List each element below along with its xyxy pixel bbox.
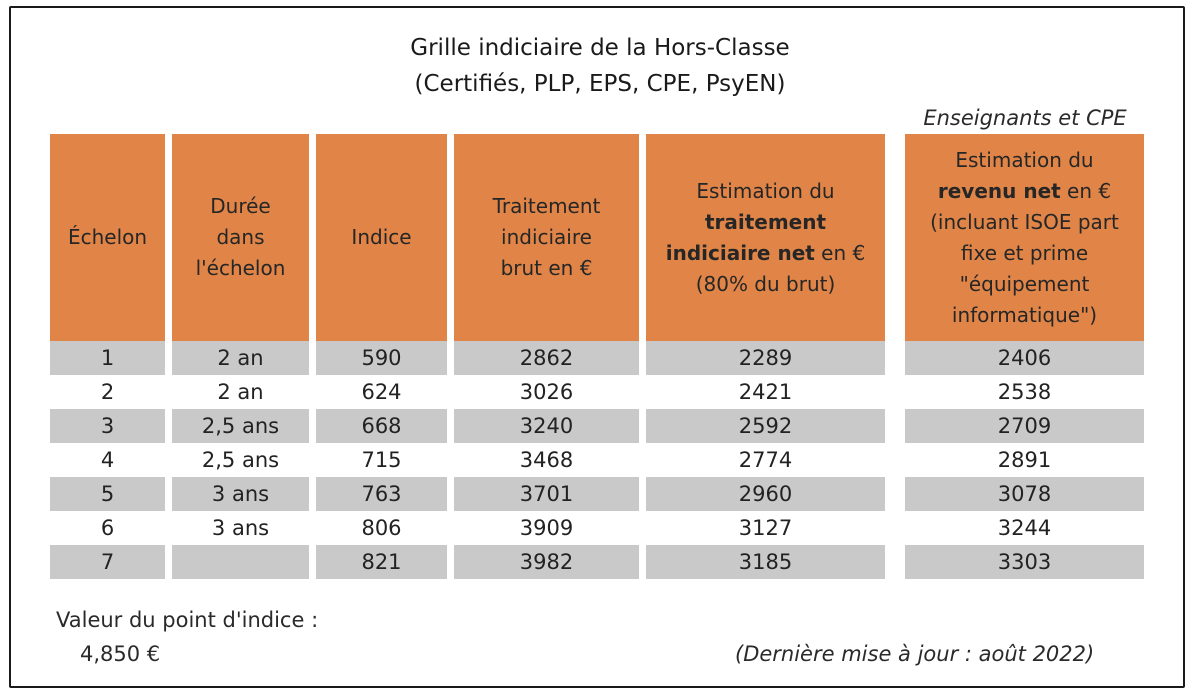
header-duree: Durée dans l'échelon: [172, 134, 309, 341]
cell-duree-row-4: 2,5 ans: [201, 448, 280, 472]
cell-duree-row-2: 2 an: [217, 380, 264, 404]
cell-net-row-4: 2774: [738, 448, 793, 472]
header-indice: Indice: [316, 134, 447, 341]
cell-echelon-row-2: 2: [100, 380, 115, 404]
cell-indice-row-2: 624: [361, 380, 402, 404]
cell-brut-row-1: 2862: [454, 341, 639, 375]
cell-revenu-row-7: 3303: [905, 545, 1144, 579]
page-subtitle: (Certifiés, PLP, EPS, CPE, PsyEN): [414, 71, 786, 97]
cell-indice-row-1: 590: [316, 341, 447, 375]
cell-echelon-row-3: 3: [50, 409, 165, 443]
cell-brut-row-3: 3240: [454, 409, 639, 443]
cell-net-row-7: 3185: [646, 545, 885, 579]
cell-net-row-6: 3127: [738, 516, 793, 540]
cell-echelon-row-4: 4: [100, 448, 115, 472]
cell-indice-row-5: 763: [316, 477, 447, 511]
last-update-note: (Dernière mise à jour : août 2022): [735, 642, 1095, 666]
header-echelon: Échelon: [50, 134, 165, 341]
cell-duree-row-5: 3 ans: [172, 477, 309, 511]
role-label: Enseignants et CPE: [923, 106, 1127, 130]
cell-indice-row-3: 668: [316, 409, 447, 443]
cell-net-row-2: 2421: [738, 380, 793, 404]
header-brut: Traitement indiciaire brut en €: [454, 134, 639, 341]
cell-indice-row-6: 806: [361, 516, 402, 540]
point-value-label: Valeur du point d'indice :: [56, 608, 319, 632]
cell-indice-row-4: 715: [361, 448, 402, 472]
cell-net-row-5: 2960: [646, 477, 885, 511]
header-net: Estimation du traitement indiciaire net …: [646, 134, 885, 341]
cell-revenu-row-6: 3244: [997, 516, 1052, 540]
cell-revenu-row-2: 2538: [997, 380, 1052, 404]
cell-revenu-row-5: 3078: [905, 477, 1144, 511]
cell-duree-row-3: 2,5 ans: [172, 409, 309, 443]
point-value: 4,850 €: [80, 642, 161, 666]
cell-revenu-row-1: 2406: [905, 341, 1144, 375]
header-revenu: Estimation du revenu net en € (incluant …: [905, 134, 1144, 341]
cell-duree-row-6: 3 ans: [211, 516, 270, 540]
cell-echelon-row-5: 5: [50, 477, 165, 511]
page-title: Grille indiciaire de la Hors-Classe: [410, 35, 790, 61]
cell-brut-row-6: 3909: [519, 516, 574, 540]
cell-duree-row-1: 2 an: [172, 341, 309, 375]
cell-echelon-row-7: 7: [50, 545, 165, 579]
cell-brut-row-2: 3026: [519, 380, 574, 404]
cell-echelon-row-1: 1: [50, 341, 165, 375]
cell-net-row-3: 2592: [646, 409, 885, 443]
cell-brut-row-5: 3701: [454, 477, 639, 511]
cell-revenu-row-4: 2891: [997, 448, 1052, 472]
cell-revenu-row-3: 2709: [905, 409, 1144, 443]
cell-net-row-1: 2289: [646, 341, 885, 375]
cell-brut-row-4: 3468: [519, 448, 574, 472]
page-frame: [9, 6, 1185, 688]
cell-brut-row-7: 3982: [454, 545, 639, 579]
cell-indice-row-7: 821: [316, 545, 447, 579]
cell-duree-row-7: [172, 545, 309, 579]
cell-echelon-row-6: 6: [100, 516, 115, 540]
